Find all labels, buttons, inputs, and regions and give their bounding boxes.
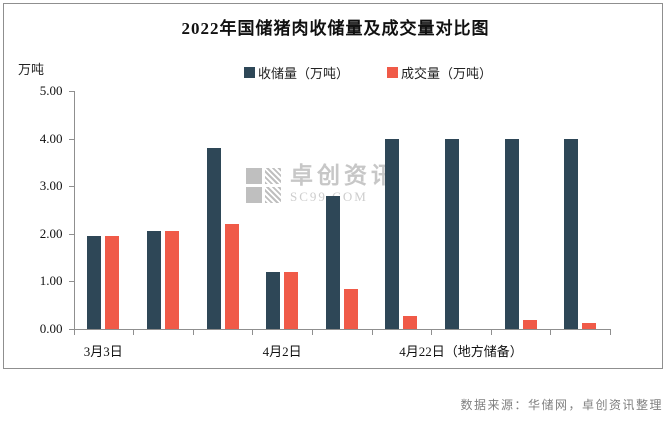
x-tick-mark bbox=[133, 329, 135, 335]
bar-shouchuliang bbox=[564, 138, 579, 329]
watermark-text: 卓创资讯 SC99.COM bbox=[290, 164, 398, 204]
bar-chengjiaoliang bbox=[582, 323, 597, 329]
bar-chengjiaoliang bbox=[403, 316, 418, 329]
bar-shouchuliang bbox=[87, 236, 102, 329]
x-tick-mark bbox=[311, 329, 313, 335]
y-tick-label: 4.00 bbox=[39, 130, 63, 146]
y-tick-label: 1.00 bbox=[39, 273, 63, 289]
legend-swatch-shouchuliang bbox=[243, 67, 255, 78]
y-tick-mark bbox=[68, 138, 74, 140]
bar-chengjiaoliang bbox=[164, 231, 179, 329]
bar-shouchuliang bbox=[385, 138, 400, 329]
bar-shouchuliang bbox=[504, 138, 519, 329]
x-axis-label: 3月3日 bbox=[83, 344, 123, 359]
y-tick-mark bbox=[68, 281, 74, 283]
y-tick-mark bbox=[68, 91, 74, 92]
x-tick-mark bbox=[371, 329, 373, 335]
y-tick-mark bbox=[68, 329, 74, 330]
watermark-brand: 卓创资讯 bbox=[290, 162, 398, 188]
bar-chengjiaoliang bbox=[522, 320, 537, 329]
y-tick-label: 0.00 bbox=[39, 321, 63, 336]
y-tick-label: 5.00 bbox=[39, 83, 63, 98]
bar-shouchuliang bbox=[266, 271, 281, 329]
watermark-domain: SC99.COM bbox=[290, 190, 398, 203]
y-tick-label: 3.00 bbox=[39, 178, 63, 194]
x-tick-mark bbox=[192, 329, 194, 335]
y-axis-unit-label: 万吨 bbox=[18, 62, 45, 77]
watermark-logo-icon bbox=[246, 168, 282, 204]
y-tick-mark bbox=[68, 233, 74, 235]
x-tick-mark bbox=[490, 329, 492, 335]
watermark-logo-square-dither bbox=[265, 168, 281, 184]
x-tick-mark bbox=[252, 329, 254, 335]
bar-shouchuliang bbox=[206, 148, 221, 329]
x-tick-mark bbox=[550, 329, 552, 335]
x-axis-label: 4月2日 bbox=[262, 344, 302, 359]
legend-item-shouchuliang: 收储量（万吨） bbox=[243, 63, 349, 82]
y-tick-label: 2.00 bbox=[39, 225, 63, 241]
bar-shouchuliang bbox=[325, 195, 340, 329]
y-axis-line bbox=[73, 91, 75, 330]
legend-item-chengjiaoliang: 成交量（万吨） bbox=[387, 63, 492, 82]
bar-chengjiaoliang bbox=[224, 224, 239, 329]
legend: 收储量（万吨） 成交量（万吨） bbox=[18, 63, 671, 82]
x-tick-mark bbox=[73, 329, 75, 335]
footer-source-note: 数据来源：华储网，卓创资讯整理 bbox=[460, 398, 663, 412]
bar-chengjiaoliang bbox=[343, 288, 358, 329]
x-tick-mark bbox=[431, 329, 433, 335]
x-tick-mark bbox=[610, 329, 611, 335]
x-axis-label: 4月22日（地方储备） bbox=[399, 344, 523, 359]
y-tick-mark bbox=[68, 186, 74, 188]
legend-swatch-chengjiaoliang bbox=[387, 67, 398, 78]
bar-shouchuliang bbox=[146, 231, 161, 329]
legend-label-chengjiaoliang: 成交量（万吨） bbox=[401, 66, 493, 81]
watermark-logo-square bbox=[246, 168, 262, 184]
bar-chengjiaoliang bbox=[105, 236, 120, 329]
bar-chengjiaoliang bbox=[284, 271, 299, 329]
chart-title: 2022年国储猪肉收储量及成交量对比图 bbox=[181, 19, 490, 38]
legend-label-shouchuliang: 收储量（万吨） bbox=[257, 66, 349, 81]
bar-shouchuliang bbox=[444, 138, 459, 329]
watermark: 卓创资讯 SC99.COM bbox=[246, 164, 398, 204]
watermark-logo-square bbox=[246, 187, 262, 203]
x-axis-line bbox=[73, 329, 611, 330]
watermark-logo-square-dither bbox=[265, 187, 281, 203]
